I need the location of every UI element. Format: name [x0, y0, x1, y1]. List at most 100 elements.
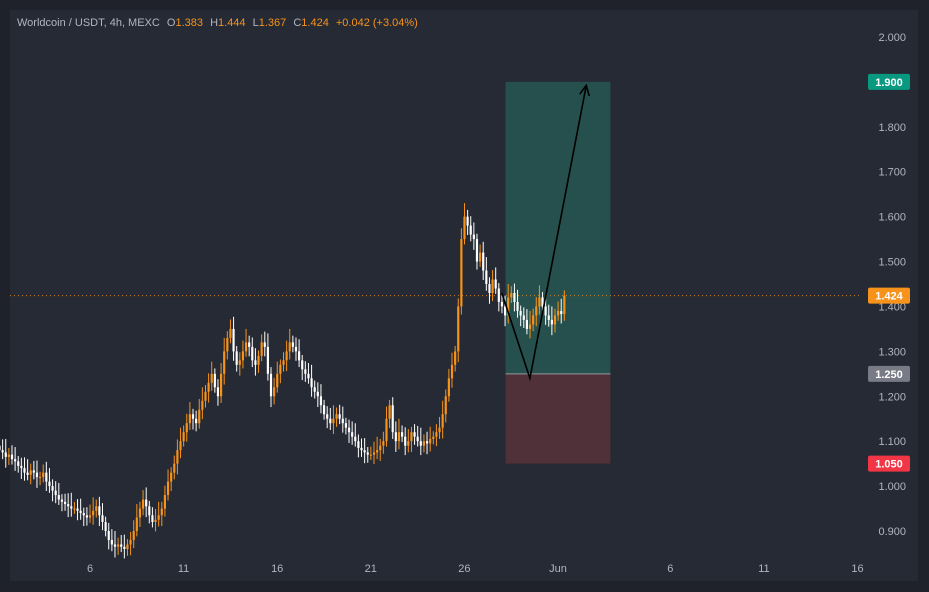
candle	[151, 507, 154, 528]
candle-body	[67, 504, 70, 507]
candle	[120, 535, 123, 553]
candle-body	[335, 414, 338, 419]
candle-body	[491, 279, 494, 293]
candle	[101, 503, 104, 531]
candle	[491, 270, 494, 302]
price-axis[interactable]: 2.000 1.800 1.700 1.600 1.500 1.400 1.300 1.200…	[878, 32, 906, 538]
candle-body	[151, 515, 154, 523]
candle-body	[469, 225, 472, 235]
candle	[163, 485, 167, 517]
stop-zone[interactable]	[505, 373, 611, 464]
candle	[397, 418, 401, 450]
candle-body	[248, 342, 251, 347]
price-tick-label: 1.200	[878, 391, 906, 403]
candle-body	[129, 539, 132, 545]
candle-body	[366, 452, 369, 455]
candle	[73, 501, 76, 514]
high-value: 1.444	[218, 17, 246, 29]
candle	[344, 417, 348, 435]
candle-body	[344, 423, 348, 428]
candle	[117, 537, 120, 555]
candle-body	[166, 481, 170, 496]
candle-body	[266, 346, 269, 374]
candle-body	[29, 470, 32, 475]
candle	[141, 490, 145, 516]
candle	[60, 494, 64, 512]
candle	[216, 379, 220, 406]
symbol-title[interactable]: Worldcoin / USDT, 4h, MEXC	[17, 17, 160, 29]
candle-body	[447, 378, 450, 397]
candle	[45, 461, 48, 492]
time-axis[interactable]: 6 11 16 21 26 Jun 6 11 16	[87, 563, 864, 575]
candle	[435, 424, 438, 447]
candle	[341, 406, 344, 433]
candle	[376, 436, 379, 460]
long-position-tool[interactable]	[505, 81, 611, 464]
current-price-badge-text: 1.424	[875, 291, 903, 303]
projection-path-layer[interactable]	[501, 86, 586, 382]
candle-body	[507, 297, 510, 316]
candle	[17, 456, 20, 473]
candle-body	[394, 432, 397, 442]
candle-body	[307, 373, 310, 379]
candle-body	[157, 515, 160, 520]
candle	[366, 447, 369, 463]
stop-price-badge-text: 1.050	[875, 459, 903, 471]
target-zone[interactable]	[505, 81, 611, 374]
candle	[291, 335, 294, 353]
candle	[469, 216, 472, 242]
candle-body	[397, 432, 401, 442]
candle-body	[26, 472, 29, 475]
candle	[347, 419, 351, 443]
candle	[126, 539, 129, 556]
candle-body	[141, 499, 145, 509]
candle	[57, 482, 60, 505]
candle	[354, 423, 357, 447]
projection-arrow[interactable]	[501, 86, 586, 382]
candle-body	[92, 510, 95, 516]
candle-body	[88, 515, 92, 518]
candle-body	[475, 239, 479, 262]
candle-body	[547, 315, 550, 320]
candle	[404, 427, 407, 456]
candle	[360, 438, 363, 457]
candle-body	[553, 315, 557, 325]
candle-body	[210, 373, 213, 383]
candle	[82, 507, 85, 527]
candle	[416, 425, 419, 447]
candle-body	[85, 515, 88, 518]
candle-body	[532, 315, 535, 325]
candle-body	[179, 441, 182, 451]
candle	[413, 424, 416, 445]
candle	[76, 499, 79, 521]
candle-body	[73, 508, 76, 510]
time-tick-label: 11	[178, 563, 189, 575]
candle	[170, 467, 173, 492]
candle-body	[76, 508, 79, 511]
candle-body	[113, 544, 117, 547]
candle	[541, 292, 544, 312]
candle	[266, 333, 269, 381]
candle-body	[413, 432, 416, 437]
candle	[510, 286, 513, 303]
candle-body	[457, 306, 460, 352]
candle-body	[369, 454, 372, 456]
candle	[294, 337, 298, 361]
candle-body	[435, 432, 438, 437]
candle-body	[123, 546, 126, 549]
price-tick-label: 1.100	[878, 436, 906, 448]
candle	[466, 209, 469, 236]
candle-body	[538, 297, 541, 307]
time-tick-label: 16	[851, 563, 863, 575]
candle	[244, 328, 248, 357]
candle	[32, 460, 35, 480]
candle	[463, 203, 466, 245]
candle	[0, 437, 1, 460]
candle	[232, 316, 235, 361]
candle	[188, 402, 191, 430]
candle	[532, 308, 535, 332]
candle	[204, 385, 207, 408]
candle-body	[382, 441, 385, 446]
candle	[260, 334, 263, 362]
